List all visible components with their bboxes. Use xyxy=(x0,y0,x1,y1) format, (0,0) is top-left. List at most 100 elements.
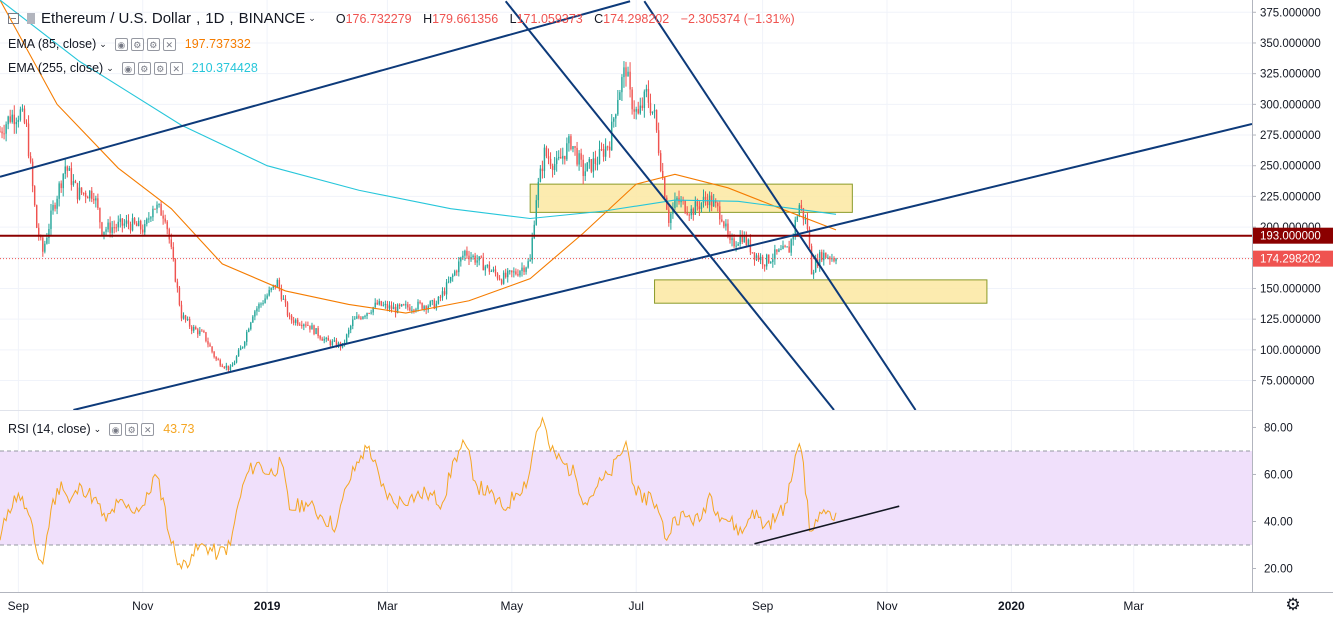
candle-body xyxy=(464,250,466,256)
candle-body xyxy=(423,306,425,309)
candle-body xyxy=(409,307,411,311)
candle-body xyxy=(137,220,140,227)
candle-body xyxy=(213,351,215,357)
candle-body xyxy=(64,166,66,174)
candle-body xyxy=(93,198,95,201)
candle-body xyxy=(492,269,495,271)
candle-body xyxy=(376,302,378,305)
candle-body xyxy=(462,255,464,258)
candle-body xyxy=(192,327,195,331)
gear-icon[interactable]: ⚙ xyxy=(137,61,151,75)
candle-body xyxy=(80,187,83,193)
candle-body xyxy=(50,210,52,230)
price-tick-label: 350.000000 xyxy=(1260,38,1321,50)
candle-body xyxy=(284,298,287,303)
candle-body xyxy=(392,306,395,310)
candle-body xyxy=(248,329,250,332)
ema85-line xyxy=(0,0,837,314)
close-icon[interactable]: ✕ xyxy=(141,422,155,436)
candle-body xyxy=(82,192,85,194)
candle-body xyxy=(329,340,332,346)
time-tick-label: Mar xyxy=(1123,599,1144,613)
resistance-price-tag-bg xyxy=(1253,227,1333,244)
candle-body xyxy=(70,168,73,185)
price-tick-label: 75.000000 xyxy=(1260,376,1314,388)
candle-body xyxy=(647,88,650,103)
price-pane xyxy=(0,0,1252,410)
rsi-value: 43.73 xyxy=(163,422,195,436)
candle-body xyxy=(390,305,393,310)
candle-body xyxy=(225,365,228,368)
settings-icon[interactable]: ⚙ xyxy=(146,37,160,51)
candle-body xyxy=(598,149,601,164)
candle-body xyxy=(717,202,719,207)
candle-body xyxy=(142,229,144,233)
candle-body xyxy=(207,341,209,345)
time-tick-label: 2020 xyxy=(998,599,1025,613)
zone-rect-1 xyxy=(654,279,988,304)
candle-body xyxy=(555,158,558,165)
candle-body xyxy=(350,326,352,330)
candle-body xyxy=(719,206,721,220)
collapse-icon[interactable] xyxy=(8,13,19,24)
candle-body xyxy=(382,304,385,306)
candle-body xyxy=(778,249,780,252)
candle-body xyxy=(606,146,609,148)
gear-icon[interactable]: ⚙ xyxy=(130,37,144,51)
eye-icon[interactable]: ◉ xyxy=(121,61,135,75)
candle-body xyxy=(639,105,641,114)
candle-body xyxy=(802,208,805,220)
candle-body xyxy=(172,246,175,260)
candle-body xyxy=(668,209,670,223)
candle-body xyxy=(788,246,790,253)
candle-body xyxy=(229,366,232,371)
close-icon[interactable]: ✕ xyxy=(169,61,183,75)
eye-icon[interactable]: ◉ xyxy=(114,37,128,51)
close-value: 174.298202 xyxy=(603,11,670,26)
candle-body xyxy=(260,303,262,305)
candle-body xyxy=(413,309,415,311)
candle-body xyxy=(661,170,664,178)
candle-body xyxy=(735,245,737,247)
price-axis-bg xyxy=(1252,0,1333,618)
candle-body xyxy=(221,365,223,367)
eye-icon[interactable]: ◉ xyxy=(109,422,123,436)
chevron-down-icon[interactable]: ⌄ xyxy=(106,62,114,73)
candle-body xyxy=(698,206,701,210)
candle-body xyxy=(319,336,321,339)
settings-icon[interactable]: ⚙ xyxy=(153,61,167,75)
rsi-label[interactable]: RSI (14, close) xyxy=(8,422,91,436)
chevron-down-icon[interactable]: ⌄ xyxy=(308,13,316,23)
interval-label[interactable]: 1D xyxy=(205,10,225,27)
candle-body xyxy=(121,218,124,226)
chevron-down-icon[interactable]: ⌄ xyxy=(99,38,107,49)
candle-body xyxy=(529,259,531,262)
candle-body xyxy=(313,325,315,335)
candle-body xyxy=(42,237,44,252)
ema255-label[interactable]: EMA (255, close) xyxy=(8,61,104,75)
candle-body xyxy=(435,303,438,309)
candle-body xyxy=(44,243,46,252)
candle-body xyxy=(227,365,230,371)
separator-comma: , xyxy=(229,10,234,27)
candle-body xyxy=(631,89,633,110)
candle-body xyxy=(347,329,350,335)
gear-icon[interactable]: ⚙ xyxy=(125,422,139,436)
price-tick-label: 125.000000 xyxy=(1260,314,1321,326)
close-icon[interactable]: ✕ xyxy=(162,37,176,51)
chevron-down-icon[interactable]: ⌄ xyxy=(93,423,102,434)
candle-body xyxy=(496,273,499,279)
candle-body xyxy=(525,267,527,272)
candle-body xyxy=(72,181,75,185)
ema85-label[interactable]: EMA (85, close) xyxy=(8,37,97,51)
candle-body xyxy=(474,255,476,263)
time-tick-label: Jul xyxy=(629,599,644,613)
candle-body xyxy=(823,252,825,261)
symbol-title[interactable]: Ethereum / U.S. Dollar xyxy=(41,10,192,27)
candle-body xyxy=(29,156,32,162)
candle-body xyxy=(127,220,130,225)
candle-body xyxy=(649,102,652,114)
settings-gear-icon[interactable]: ⚙ xyxy=(1285,595,1301,614)
ohlc-values: O176.732279 H179.661356 L171.059373 C174… xyxy=(335,11,795,26)
